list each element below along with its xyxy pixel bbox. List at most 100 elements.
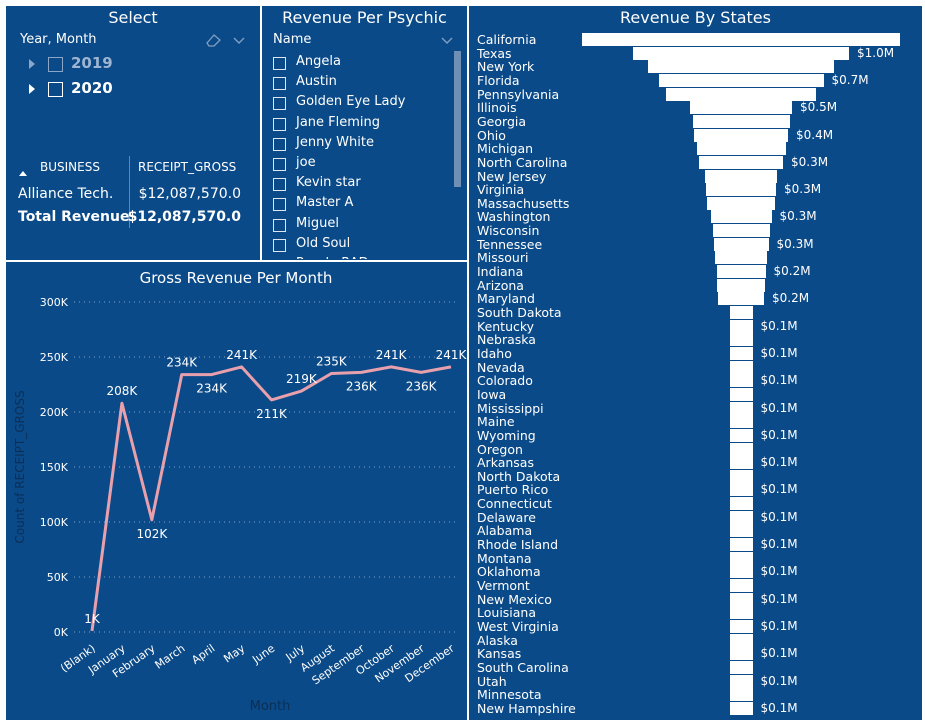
state-bar[interactable] — [729, 469, 753, 483]
state-bar[interactable] — [729, 592, 753, 606]
state-bar[interactable] — [729, 510, 753, 524]
business-column-header[interactable]: BUSINESS — [40, 160, 100, 174]
state-bar[interactable] — [729, 483, 753, 497]
psychic-checkbox[interactable] — [273, 77, 286, 91]
state-bar[interactable] — [729, 701, 753, 715]
total-value: $12,087,570.0 — [127, 209, 241, 225]
state-label: Rhode Island — [477, 537, 559, 553]
sort-up-icon[interactable] — [19, 171, 27, 176]
state-bar[interactable] — [658, 73, 824, 87]
y-tick-label: 250K — [40, 351, 69, 364]
state-bar[interactable] — [729, 346, 753, 360]
state-bar[interactable] — [633, 46, 849, 60]
state-bar[interactable] — [712, 224, 770, 238]
state-label: Virginia — [477, 182, 525, 198]
state-bar[interactable] — [729, 333, 753, 347]
psychic-checkbox[interactable] — [273, 97, 286, 111]
state-bar[interactable] — [694, 128, 788, 142]
state-bar[interactable] — [710, 210, 772, 224]
state-bar[interactable] — [729, 442, 753, 456]
state-value-label: $0.2M — [772, 291, 810, 306]
state-bar[interactable] — [729, 633, 753, 647]
state-bar[interactable] — [729, 415, 753, 429]
state-bar[interactable] — [729, 565, 753, 579]
state-bar[interactable] — [699, 155, 783, 169]
checkbox-2019[interactable] — [48, 57, 63, 72]
checkbox-2020[interactable] — [48, 82, 63, 97]
data-label: 234K — [196, 382, 228, 396]
state-bar[interactable] — [729, 497, 753, 511]
state-bar[interactable] — [729, 387, 753, 401]
chevron-down-icon[interactable] — [232, 35, 246, 45]
state-label: South Carolina — [477, 659, 569, 675]
state-label: New Hampshire — [477, 700, 576, 716]
psychic-checkbox[interactable] — [273, 198, 286, 212]
year-month-header: Year, Month — [20, 32, 97, 47]
state-bar[interactable] — [707, 196, 775, 210]
state-bar[interactable] — [582, 33, 900, 46]
state-label: New York — [477, 59, 535, 75]
state-bar[interactable] — [713, 237, 769, 251]
psychic-checkbox[interactable] — [273, 137, 286, 151]
psychic-checkbox[interactable] — [273, 57, 286, 70]
state-bar[interactable] — [729, 647, 753, 661]
state-bar[interactable] — [729, 456, 753, 470]
eraser-icon[interactable] — [203, 32, 223, 48]
state-bar[interactable] — [729, 401, 753, 415]
state-label: Oregon — [477, 441, 523, 457]
state-bar[interactable] — [729, 660, 753, 674]
state-bar[interactable] — [705, 169, 777, 183]
select-panel: Select Year, Month 2019 2020 BUSINESS RE… — [6, 6, 260, 260]
psychic-checkbox[interactable] — [273, 178, 286, 192]
state-value-label: $0.3M — [784, 182, 822, 197]
psychic-checkbox[interactable] — [273, 158, 286, 171]
state-bar[interactable] — [717, 278, 765, 292]
state-bar[interactable] — [729, 374, 753, 388]
state-value-label: $0.1M — [760, 591, 798, 606]
psychic-item-label: Austin — [296, 74, 337, 90]
receipt-gross-column-header[interactable]: RECEIPT_GROSS — [138, 160, 237, 174]
psychic-checkbox[interactable] — [273, 238, 286, 252]
state-bar[interactable] — [729, 674, 753, 688]
state-bar[interactable] — [729, 606, 753, 620]
state-bar[interactable] — [729, 538, 753, 552]
state-bar[interactable] — [666, 87, 816, 101]
state-label: New Jersey — [477, 168, 547, 184]
state-value-label: $0.3M — [779, 209, 817, 224]
psychic-item-label: Purple RAD — [296, 256, 369, 259]
psychic-scrollbar[interactable] — [454, 51, 461, 187]
state-bar[interactable] — [692, 114, 790, 128]
state-bar[interactable] — [716, 265, 766, 279]
state-bar[interactable] — [690, 101, 792, 115]
state-bar[interactable] — [729, 360, 753, 374]
year-2019-label[interactable]: 2019 — [71, 54, 113, 72]
state-bar[interactable] — [715, 251, 767, 265]
state-bar[interactable] — [729, 306, 753, 319]
y-tick-label: 0K — [54, 626, 69, 639]
gross-revenue-line-chart: Gross Revenue Per Month 0K 50K 100K 150K 200K… — [13, 269, 467, 714]
psychic-title: Revenue Per Psychic — [282, 8, 447, 27]
state-bar[interactable] — [729, 579, 753, 592]
state-bar[interactable] — [729, 428, 753, 442]
state-bar[interactable] — [729, 319, 753, 333]
data-label: 241K — [376, 348, 408, 362]
state-label: Indiana — [477, 264, 524, 280]
year-2020-label[interactable]: 2020 — [71, 79, 113, 97]
state-bar[interactable] — [729, 619, 753, 633]
state-bar[interactable] — [729, 551, 753, 565]
state-bar[interactable] — [648, 60, 834, 74]
chevron-down-icon[interactable] — [440, 35, 454, 45]
x-tick-label: April — [189, 642, 217, 667]
psychic-checkbox[interactable] — [273, 117, 286, 131]
psychic-checkbox[interactable] — [273, 218, 286, 232]
revenue-line[interactable] — [90, 365, 452, 632]
states-title: Revenue By States — [620, 8, 771, 27]
expand-2019-icon[interactable] — [29, 59, 35, 69]
state-label: Vermont — [477, 578, 530, 593]
expand-2020-icon[interactable] — [29, 84, 35, 94]
state-bar[interactable] — [718, 292, 764, 306]
state-bar[interactable] — [706, 183, 776, 197]
state-bar[interactable] — [729, 524, 753, 538]
state-bar[interactable] — [696, 142, 786, 156]
state-bar[interactable] — [729, 688, 753, 702]
